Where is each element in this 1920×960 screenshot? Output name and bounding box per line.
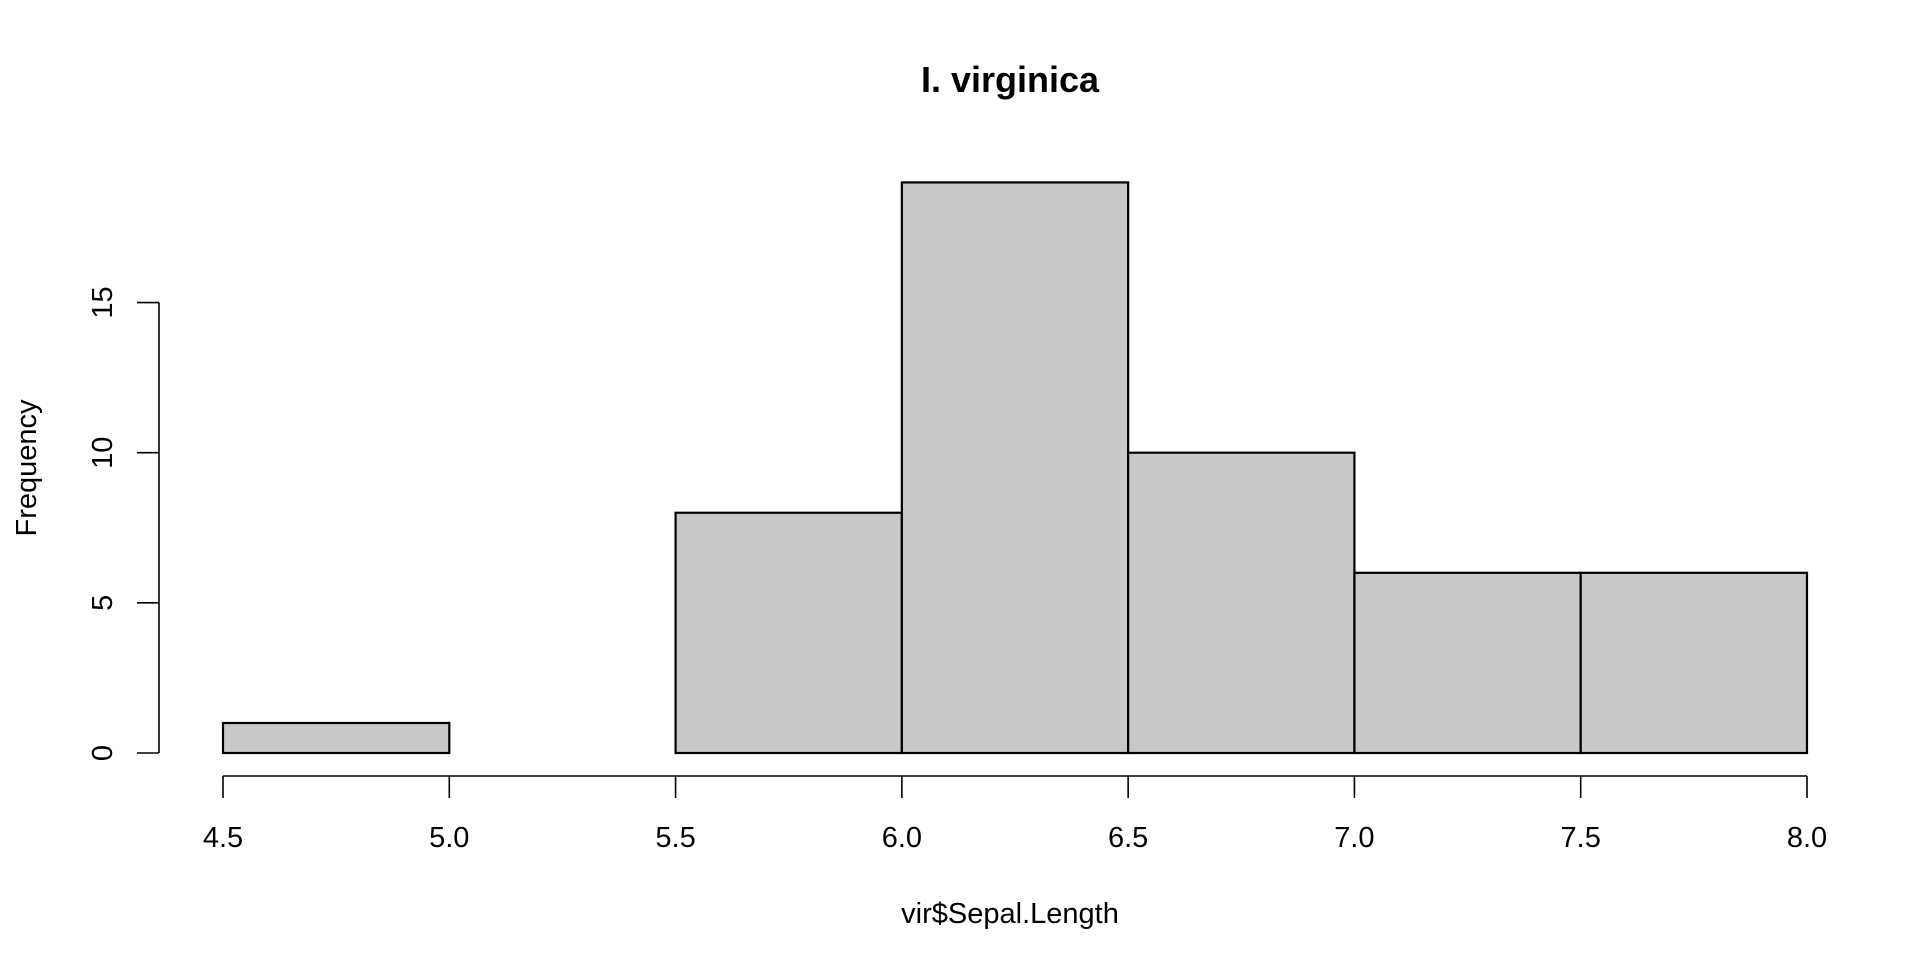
y-axis-title: Frequency	[11, 399, 43, 537]
y-tick-label-0: 0	[87, 745, 119, 761]
histogram-bar-6	[1579, 571, 1809, 755]
chart-title: I. virginica	[921, 59, 1100, 100]
y-tick-label-2: 10	[87, 437, 119, 469]
histogram-bar-0	[221, 721, 451, 755]
x-tick-label-4: 6.5	[1108, 822, 1148, 854]
x-tick-label-1: 5.0	[429, 822, 469, 854]
x-tick-label-3: 6.0	[882, 822, 922, 854]
y-tick-label-3: 15	[87, 286, 119, 318]
x-tick-label-2: 5.5	[655, 822, 695, 854]
y-axis: 0 5 10 15	[87, 286, 160, 761]
bars-group	[221, 181, 1809, 755]
x-tick-label-0: 4.5	[203, 822, 243, 854]
x-tick-label-6: 7.5	[1561, 822, 1601, 854]
histogram-bar-5	[1353, 571, 1582, 755]
histogram-bar-3	[900, 181, 1130, 755]
x-tick-label-5: 7.0	[1334, 822, 1374, 854]
histogram-bar-4	[1127, 451, 1356, 755]
x-axis-title: vir$Sepal.Length	[901, 898, 1119, 930]
x-axis: 4.5 5.0 5.5 6.0 6.5 7.0 7.5 8.0	[203, 775, 1827, 854]
x-tick-label-7: 8.0	[1787, 822, 1827, 854]
histogram-bar-2	[674, 511, 903, 755]
y-tick-label-1: 5	[87, 595, 119, 611]
